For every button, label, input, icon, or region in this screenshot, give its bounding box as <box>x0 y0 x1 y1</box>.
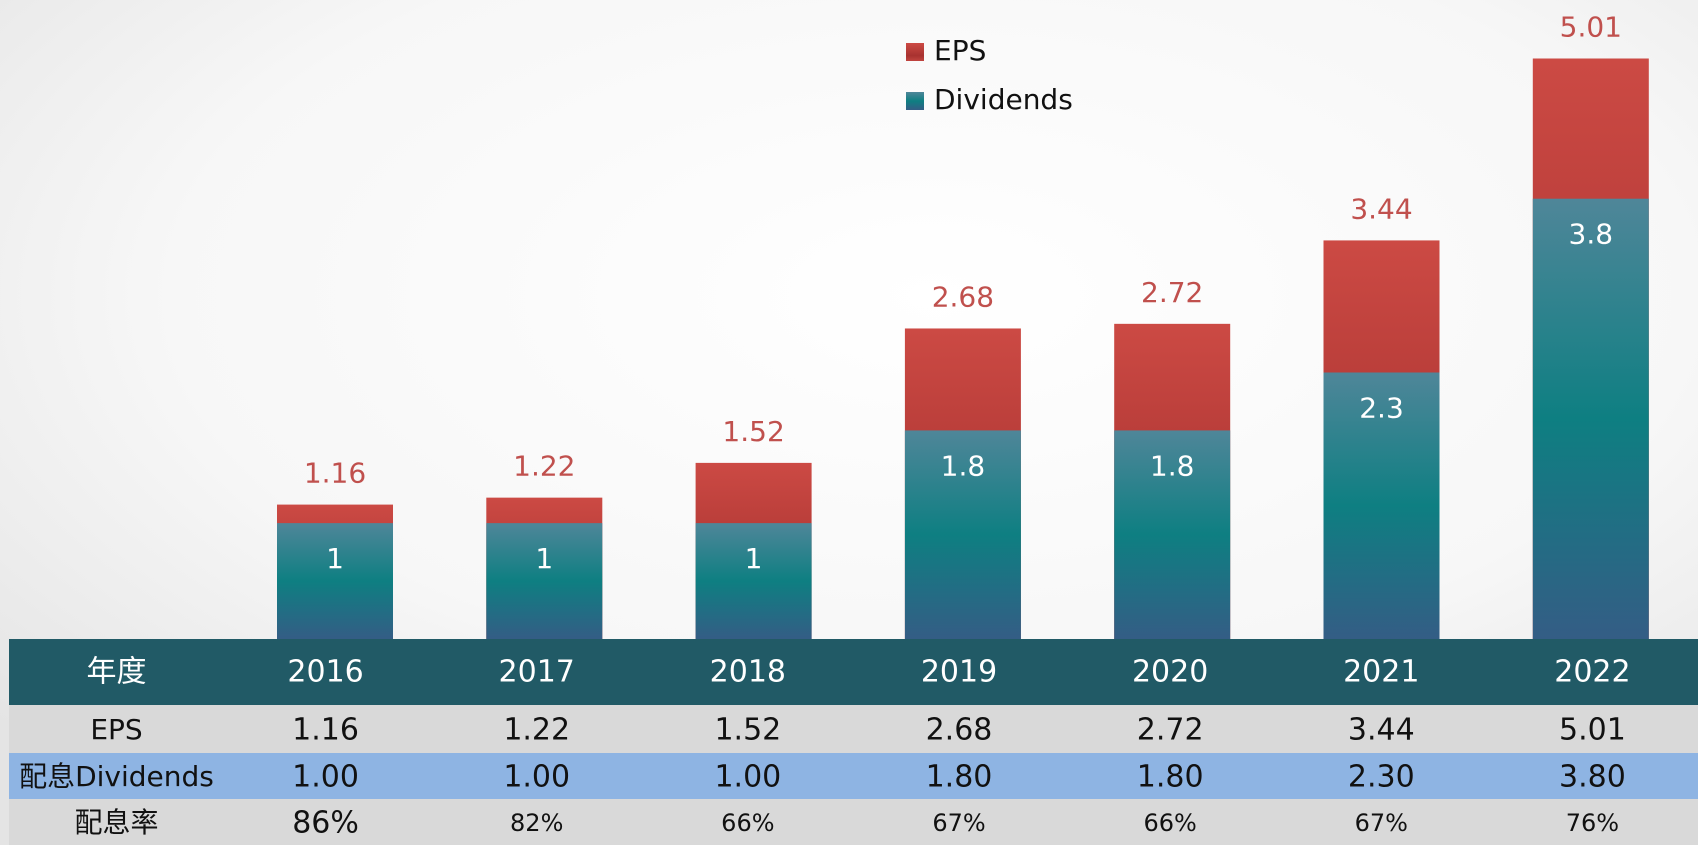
dividend-label: 2.3 <box>1359 392 1404 425</box>
eps-label: 1.16 <box>304 457 366 490</box>
table-cell: 5.01 <box>1559 713 1626 748</box>
dividend-bar <box>1114 430 1231 639</box>
table-cell: 2.30 <box>1348 760 1415 795</box>
dividend-label: 1.8 <box>941 449 986 482</box>
eps-label: 3.44 <box>1350 192 1412 225</box>
table-cell: 3.80 <box>1559 760 1626 795</box>
table-header-cell: 2020 <box>1132 655 1208 690</box>
table-row-bg <box>9 799 1698 845</box>
dividend-label: 1 <box>745 542 763 575</box>
table-header-cell: 2016 <box>287 655 363 690</box>
legend-swatch <box>906 92 924 110</box>
table-header-cell: 2022 <box>1554 655 1630 690</box>
table-cell: 66% <box>1143 809 1196 837</box>
eps-label: 1.22 <box>513 450 575 483</box>
dividend-bar <box>695 523 812 639</box>
table-cell: 67% <box>932 809 985 837</box>
table-header-cell: 2018 <box>710 655 786 690</box>
table-row-bg <box>9 753 1698 799</box>
table-cell: 1.80 <box>1137 760 1204 795</box>
table-cell: 1.80 <box>926 760 993 795</box>
table-cell: 2.72 <box>1137 713 1204 748</box>
table-cell: 1.22 <box>503 713 570 748</box>
table-cell: 配息Dividends <box>19 760 214 793</box>
table-cell: 1.00 <box>714 760 781 795</box>
table-cell: 1.16 <box>292 713 359 748</box>
dividend-bar <box>1323 372 1440 639</box>
dividend-bar <box>277 523 393 639</box>
eps-label: 2.72 <box>1141 276 1203 309</box>
dividend-bar <box>904 430 1021 639</box>
table-cell: 67% <box>1355 809 1408 837</box>
table-header-bg <box>9 639 1698 705</box>
eps-label: 1.52 <box>722 415 784 448</box>
legend-label: Dividends <box>934 83 1073 116</box>
table-cell: 66% <box>721 809 774 837</box>
table-cell: 3.44 <box>1348 713 1415 748</box>
table-cell: 1.52 <box>714 713 781 748</box>
table-cell: 1.00 <box>503 760 570 795</box>
dividend-bar <box>486 523 603 639</box>
table-cell: 76% <box>1566 809 1619 837</box>
dividend-label: 1 <box>535 542 553 575</box>
table-header-cell: 2017 <box>499 655 575 690</box>
eps-label: 2.68 <box>932 280 994 313</box>
table-row-bg <box>9 705 1698 753</box>
table-cell: 1.00 <box>292 760 359 795</box>
table-header-cell: 年度 <box>87 655 147 690</box>
legend-label: EPS <box>934 34 986 67</box>
table-cell: EPS <box>90 713 142 746</box>
dividend-label: 1 <box>326 542 344 575</box>
table-cell: 2.68 <box>926 713 993 748</box>
legend-swatch <box>906 43 924 61</box>
dividend-bar <box>1532 198 1649 639</box>
table-header-cell: 2021 <box>1343 655 1419 690</box>
table-header-cell: 2019 <box>921 655 997 690</box>
dividend-label: 3.8 <box>1569 218 1614 251</box>
table-cell: 86% <box>292 806 359 841</box>
table-cell: 82% <box>510 809 563 837</box>
dividend-label: 1.8 <box>1150 449 1195 482</box>
eps-label: 5.01 <box>1560 11 1622 44</box>
table-cell: 配息率 <box>74 806 158 839</box>
